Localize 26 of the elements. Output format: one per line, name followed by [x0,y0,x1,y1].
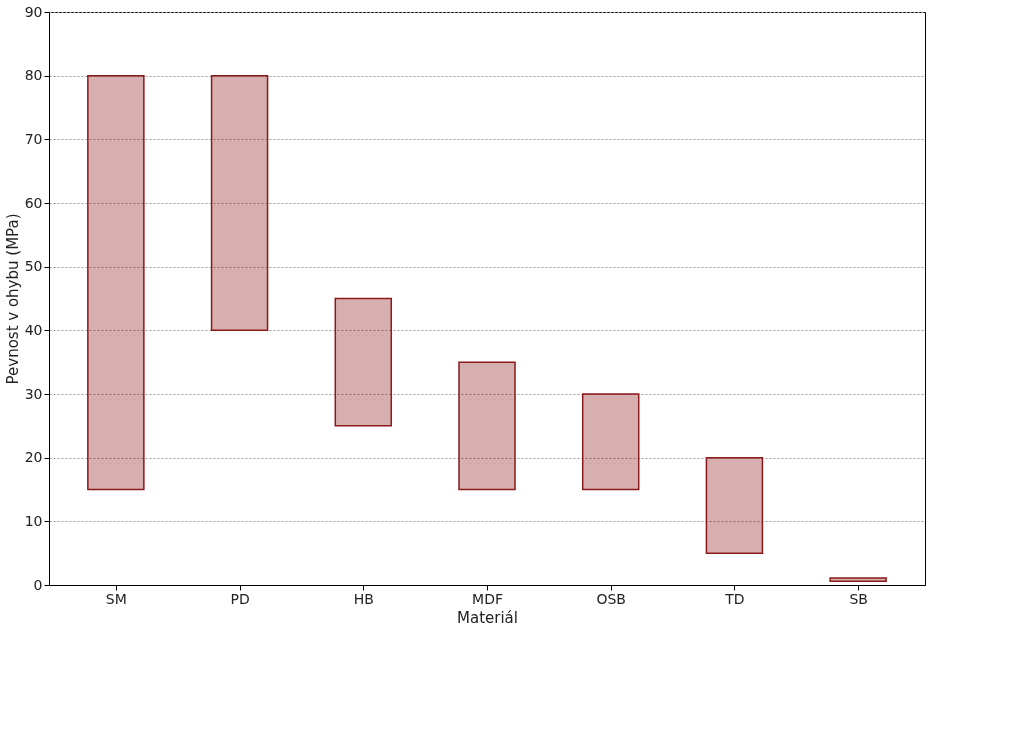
bar [458,361,516,491]
x-tick-label: MDF [472,590,503,607]
y-tick-label: 10 [24,512,43,529]
y-tick-label: 80 [24,67,43,84]
bar [210,74,269,332]
x-axis-title: Materiál [457,608,518,627]
bar [829,577,887,582]
bar [87,74,145,491]
y-tick-label: 90 [24,3,43,20]
x-tick-label: OSB [596,590,626,607]
x-tick-label: HB [353,590,374,607]
x-tick-label: SB [849,590,868,607]
y-tick-label: 30 [24,385,43,402]
y-tick-label: 40 [24,321,43,338]
y-tick-label: 70 [24,130,43,147]
x-tick-label: PD [230,590,250,607]
bar [334,297,393,427]
y-tick-label: 60 [24,194,43,211]
y-tick-label: 20 [24,449,43,466]
y-tick-label: 0 [33,576,43,593]
bar [705,456,764,554]
y-tick-label: 50 [24,258,43,275]
x-tick-label: SM [105,590,127,607]
y-axis-title: Pevnost v ohybu (MPa) [3,213,22,385]
bar [581,393,640,491]
x-tick-label: TD [724,590,745,607]
